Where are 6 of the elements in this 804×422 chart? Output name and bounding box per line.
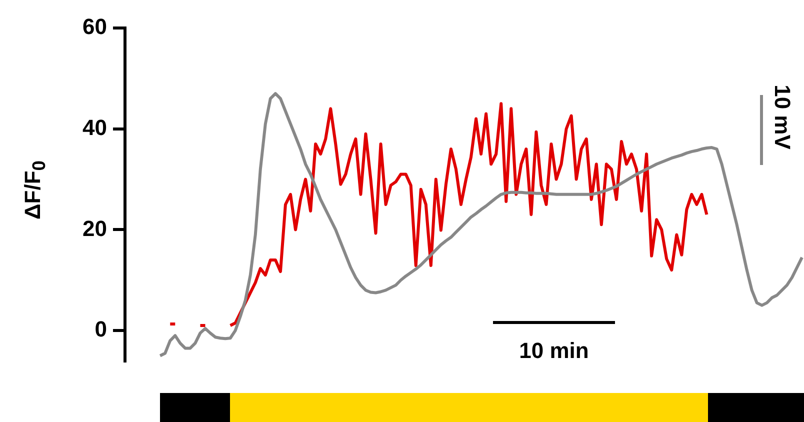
annotation: 10 mV (769, 84, 795, 150)
y-tick-label: 20 (82, 216, 107, 241)
annotation: 10 min (519, 338, 589, 364)
y-tick-label: 40 (82, 114, 107, 140)
y-tick-label: 60 (82, 14, 107, 40)
y-tick-label: 0 (94, 316, 107, 342)
